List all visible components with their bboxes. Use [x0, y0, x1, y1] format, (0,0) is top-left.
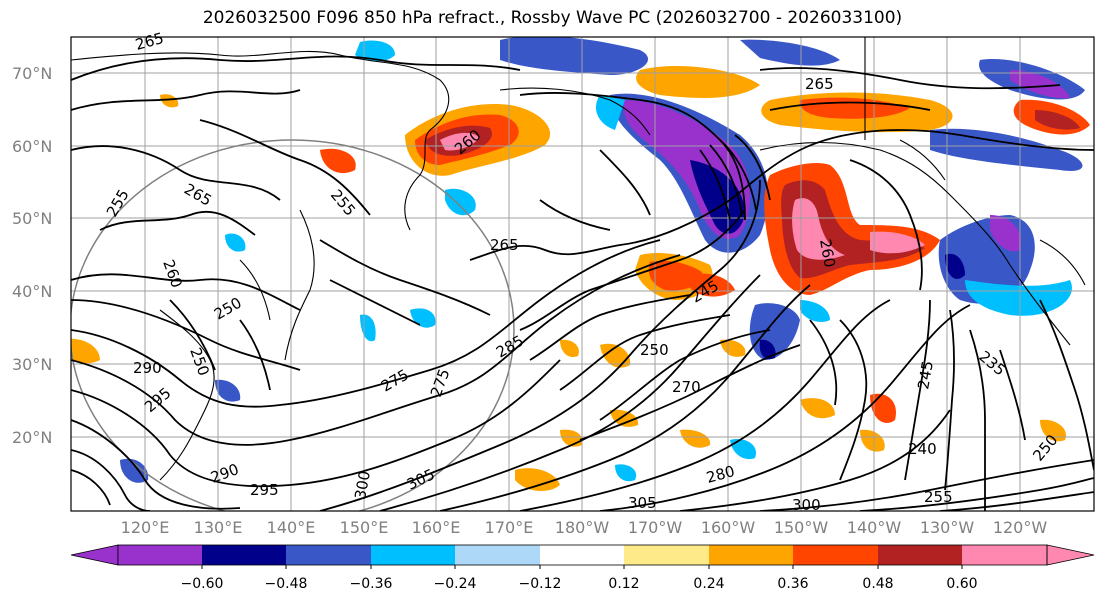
lon-label: 120°E [121, 518, 170, 537]
lon-label: 160°W [701, 518, 756, 537]
map-frame [70, 36, 1095, 512]
colorbar-swatch [793, 545, 878, 565]
lat-label-70n: 70°N [12, 64, 52, 83]
contour-label: 240 [908, 440, 937, 458]
lon-label: 140°W [847, 518, 902, 537]
colorbar-ticks [201, 565, 963, 569]
colorbar-under-arrow [70, 544, 119, 566]
colorbar: −0.60 −0.48 −0.36 −0.24 −0.12 0.12 0.24 … [70, 544, 1095, 592]
colorbar-swatch [118, 545, 202, 565]
colorbar-tick-label: −0.48 [265, 576, 308, 592]
colorbar-tick-label: 0.60 [946, 576, 977, 592]
colorbar-tick-label: −0.24 [434, 576, 477, 592]
contour-label: 300 [792, 496, 821, 514]
longitude-labels: 120°E 130°E 140°E 150°E 160°E 170°E 180°… [121, 518, 1048, 537]
lat-label-20n: 20°N [12, 428, 52, 447]
lon-label: 180°W [555, 518, 610, 537]
lat-label-60n: 60°N [12, 137, 52, 156]
contour-label: 245 [914, 359, 937, 390]
colorbar-tick-label: 0.24 [693, 576, 724, 592]
lat-label-50n: 50°N [12, 209, 52, 228]
colorbar-swatch [962, 545, 1047, 565]
colorbar-tick-label: −0.12 [519, 576, 562, 592]
lat-label-40n: 40°N [12, 282, 52, 301]
colorbar-swatch [455, 545, 540, 565]
lon-label: 150°E [340, 518, 389, 537]
colorbar-swatch [202, 545, 286, 565]
refractivity-contours [71, 55, 1094, 511]
colorbar-tick-label: 0.48 [862, 576, 893, 592]
colorbar-over-arrow [1046, 544, 1095, 566]
colorbar-tick-label: 0.12 [608, 576, 639, 592]
contour-label: 290 [133, 359, 162, 377]
great-circle [71, 139, 515, 511]
contour-label: 265 [490, 236, 519, 254]
lon-label: 140°E [267, 518, 316, 537]
lon-label: 170°E [485, 518, 534, 537]
lon-label: 130°E [194, 518, 243, 537]
contour-label: 265 [805, 75, 834, 93]
lon-label: 120°W [993, 518, 1048, 537]
lon-label: 150°W [774, 518, 829, 537]
colorbar-tick-label: −0.36 [350, 576, 393, 592]
contour-label: 255 [924, 488, 953, 506]
colorbar-swatch [371, 545, 455, 565]
map-title: 2026032500 F096 850 hPa refract., Rossby… [202, 8, 903, 28]
colorbar-swatch [286, 545, 371, 565]
coastlines [71, 37, 1086, 481]
latitude-labels: 70°N 60°N 50°N 40°N 30°N 20°N [12, 64, 52, 447]
colorbar-swatch [878, 545, 962, 565]
lon-label: 130°W [920, 518, 975, 537]
graticule [71, 37, 1094, 511]
lon-label: 160°E [412, 518, 461, 537]
colorbar-tick-label: 0.36 [777, 576, 808, 592]
contour-label: 270 [672, 378, 701, 396]
lon-label: 170°W [628, 518, 683, 537]
contour-label: 250 [640, 341, 669, 359]
contour-label: 300 [351, 469, 374, 500]
colorbar-frame [117, 544, 1048, 566]
contour-label: 305 [628, 494, 657, 512]
colorbar-tick-label: −0.60 [181, 576, 224, 592]
colorbar-swatch [709, 545, 793, 565]
contour-label: 295 [250, 481, 279, 499]
lat-label-30n: 30°N [12, 355, 52, 374]
contour-label: 260 [816, 238, 839, 269]
colorbar-swatch [624, 545, 709, 565]
colorbar-swatch [540, 545, 624, 565]
